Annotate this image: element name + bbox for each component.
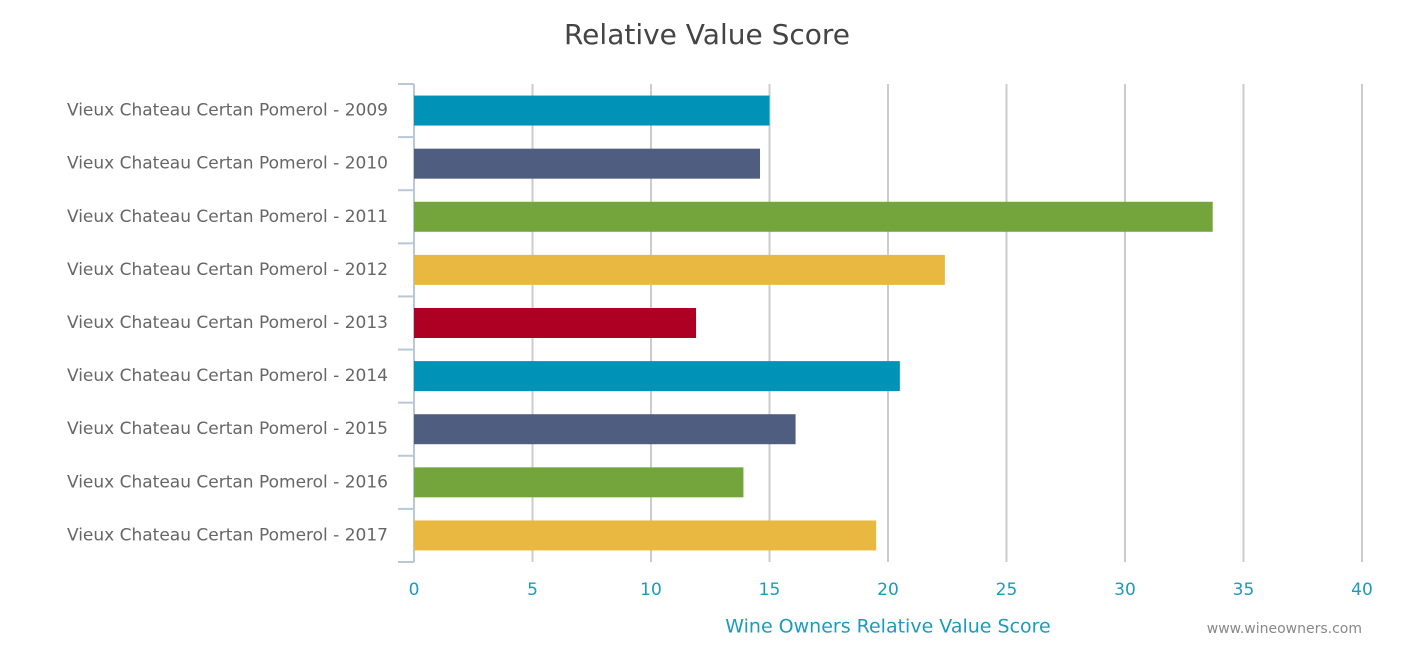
bar bbox=[414, 414, 796, 445]
y-tick-label: Vieux Chateau Certan Pomerol - 2009 bbox=[67, 101, 388, 121]
bar bbox=[414, 520, 877, 551]
bar bbox=[414, 361, 900, 392]
x-axis-label: Wine Owners Relative Value Score bbox=[725, 616, 1051, 638]
bar bbox=[414, 308, 697, 338]
bar bbox=[414, 201, 1213, 232]
bar bbox=[414, 95, 770, 126]
y-tick-label: Vieux Chateau Certan Pomerol - 2012 bbox=[67, 260, 388, 280]
x-tick-label: 15 bbox=[759, 580, 781, 600]
x-tick-label: 0 bbox=[409, 580, 420, 600]
x-tick-label: 20 bbox=[877, 580, 899, 600]
x-tick-label: 35 bbox=[1233, 580, 1255, 600]
x-tick-label: 10 bbox=[640, 580, 662, 600]
y-tick-label: Vieux Chateau Certan Pomerol - 2017 bbox=[67, 525, 388, 545]
bar bbox=[414, 148, 761, 179]
y-tick-label: Vieux Chateau Certan Pomerol - 2011 bbox=[67, 207, 388, 227]
y-tick-label: Vieux Chateau Certan Pomerol - 2014 bbox=[67, 366, 388, 386]
x-tick-label: 5 bbox=[527, 580, 538, 600]
bar bbox=[414, 254, 945, 285]
x-tick-label: 30 bbox=[1114, 580, 1136, 600]
bar bbox=[414, 467, 744, 498]
y-tick-label: Vieux Chateau Certan Pomerol - 2015 bbox=[67, 419, 388, 439]
credit: www.wineowners.com bbox=[1207, 621, 1362, 637]
y-tick-label: Vieux Chateau Certan Pomerol - 2016 bbox=[67, 472, 388, 492]
x-tick-label: 25 bbox=[996, 580, 1018, 600]
x-tick-label: 40 bbox=[1351, 580, 1373, 600]
y-tick-label: Vieux Chateau Certan Pomerol - 2010 bbox=[67, 154, 388, 174]
y-tick-label: Vieux Chateau Certan Pomerol - 2013 bbox=[67, 313, 388, 333]
chart-title: Relative Value Score bbox=[564, 18, 850, 51]
